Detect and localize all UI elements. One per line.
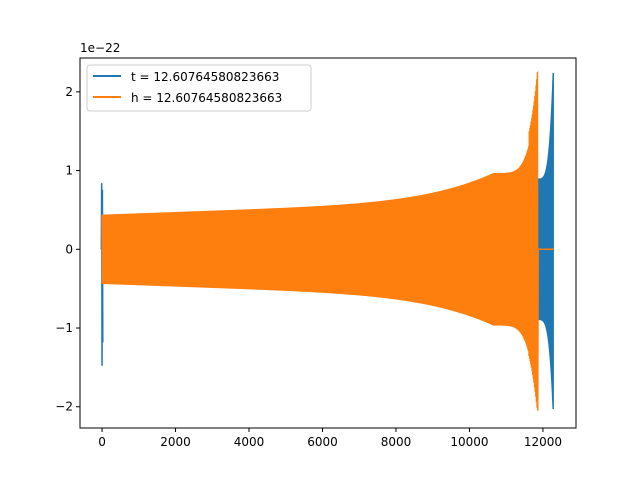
axes-frame (79, 57, 577, 429)
legend: t = 12.60764580823663 h = 12.607645808236… (86, 64, 312, 112)
y-tick-label: 0 (65, 242, 73, 256)
y-axis: −2 −1 0 1 2 (55, 85, 80, 414)
series-layer (100, 70, 554, 411)
plot-area (100, 70, 554, 411)
legend-label: h = 12.60764580823663 (131, 91, 282, 105)
x-tick-label: 12000 (524, 435, 562, 449)
legend-label: t = 12.60764580823663 (131, 70, 279, 84)
x-tick-label: 2000 (160, 435, 191, 449)
y-tick-label: −1 (55, 321, 73, 335)
y-tick-label: −2 (55, 400, 73, 414)
x-tick-label: 0 (98, 435, 106, 449)
x-axis: 0 2000 4000 6000 8000 10000 12000 (98, 428, 562, 449)
y-tick-label: 1 (65, 164, 73, 178)
x-tick-label: 6000 (307, 435, 338, 449)
y-tick-label: 2 (65, 85, 73, 99)
legend-box (86, 64, 312, 112)
x-tick-label: 4000 (234, 435, 265, 449)
y-offset-label: 1e−22 (80, 41, 120, 55)
x-tick-label: 8000 (381, 435, 412, 449)
series-line-h (101, 70, 554, 411)
x-tick-label: 10000 (450, 435, 488, 449)
